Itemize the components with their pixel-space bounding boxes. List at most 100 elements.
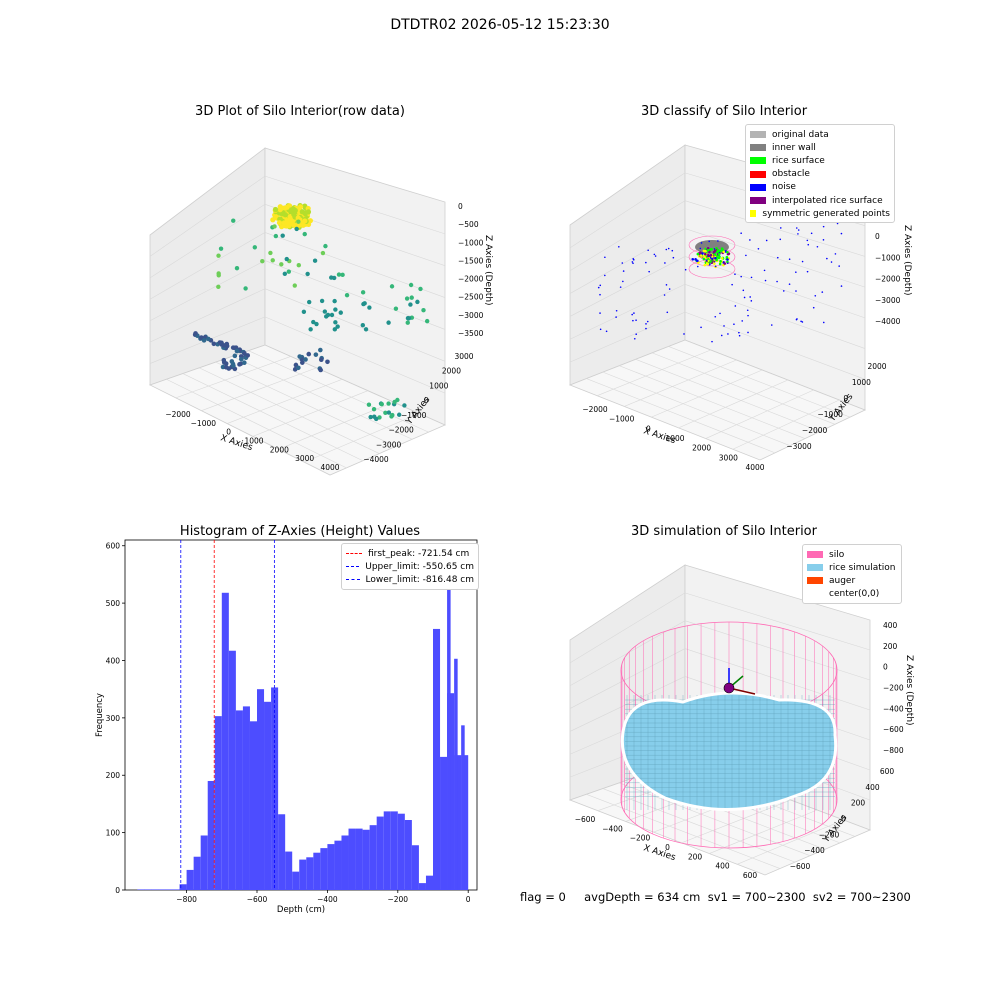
panel2-noise-point: [654, 255, 657, 257]
panel1-point: [297, 354, 302, 359]
panel2-noise-point: [664, 262, 666, 264]
panel2-noise-point: [665, 248, 668, 251]
panel2-y-tick-1: −2000: [802, 426, 828, 435]
panel1-point: [360, 290, 366, 295]
panel2-noise-point: [782, 290, 785, 292]
panel2-noise-point: [764, 279, 767, 282]
panel2-noise-point: [723, 325, 725, 327]
panel2-axes-box: [568, 144, 867, 461]
panel1-point: [332, 298, 337, 304]
panel2-legend-item: rice surface: [750, 154, 890, 167]
panel2-noise-point: [717, 240, 719, 242]
panel2-point: [719, 260, 722, 263]
panel1-point: [338, 310, 343, 315]
histogram-bar: [440, 756, 448, 890]
panel1-point: [291, 222, 297, 228]
panel1-point: [237, 362, 242, 367]
panel1-y-tick-7: 3000: [454, 352, 473, 361]
panel1-point: [281, 220, 287, 226]
panel2-point: [703, 252, 707, 256]
panel2-noise-point: [743, 296, 746, 299]
panel2-legend-item: interpolated rice surface: [750, 194, 890, 207]
panel1-point: [396, 412, 402, 417]
panel1-point: [395, 397, 400, 403]
panel2-noise-point: [763, 269, 766, 272]
panel2-noise-point: [742, 289, 745, 292]
panel1-point: [421, 307, 426, 313]
panel3-y-tick-label: 200: [106, 771, 121, 780]
panel2-noise-point: [599, 328, 602, 331]
panel1-zlabel: Z Axies (Depth): [483, 235, 493, 306]
panel2-point: [725, 255, 729, 259]
panel2-noise-point: [648, 270, 650, 273]
panel1-y-tick-4: 0: [424, 396, 429, 405]
panel1-point: [333, 307, 338, 312]
legend-swatch: [750, 210, 757, 218]
histogram-bar: [461, 725, 465, 890]
panel2-noise-point: [683, 333, 685, 335]
panel2-point: [705, 262, 709, 265]
panel2-noise-point: [747, 314, 749, 317]
panel2-noise-point: [807, 243, 810, 246]
panel1-point: [243, 286, 248, 291]
panel2-noise-point: [834, 253, 837, 255]
panel1-point: [295, 215, 301, 221]
panel1-point: [325, 312, 331, 318]
panel2-noise-point: [700, 242, 703, 244]
panel2-legend-item: symmetric generated points: [750, 207, 890, 220]
panel2-noise-point: [635, 319, 637, 321]
panel2-noise-point: [840, 232, 843, 235]
panel2-point: [714, 253, 717, 256]
status-footer: flag = 0 avgDepth = 634 cm sv1 = 700~230…: [520, 890, 911, 904]
histogram-bar: [390, 811, 398, 890]
panel1-point: [340, 272, 345, 278]
panel1-point: [386, 401, 391, 406]
panel1-z-tick-7: −3500: [458, 329, 484, 338]
panel1-point: [296, 219, 301, 224]
panel2-noise-point: [797, 233, 799, 235]
panel2-noise-point: [806, 239, 809, 242]
panel2-x-tick-4: 2000: [692, 444, 711, 453]
panel2-noise-point: [632, 319, 634, 322]
panel1-point: [313, 352, 319, 357]
panel1-point: [239, 356, 244, 362]
panel2-noise-point: [645, 327, 647, 330]
panel2-noise-point: [711, 340, 713, 343]
panel1-point: [305, 271, 310, 277]
panel1-point: [218, 246, 224, 251]
panel1-point: [279, 224, 285, 230]
panel2-x-tick-6: 4000: [745, 463, 764, 472]
panel1-point: [415, 299, 420, 305]
panel2-point: [709, 253, 713, 257]
panel2-noise-point: [814, 294, 817, 297]
panel1-point: [286, 269, 292, 274]
panel4-x-tick-0: −600: [575, 815, 596, 824]
panel2-noise-point: [830, 261, 833, 263]
legend-swatch: [750, 144, 766, 152]
panel1-point: [232, 353, 238, 359]
panel4-y-tick-2: −200: [819, 830, 840, 839]
panel2-legend-item: noise: [750, 181, 890, 194]
panel1-point: [206, 336, 211, 342]
panel1-x-tick-4: 2000: [270, 445, 289, 454]
legend-line-swatch: [346, 553, 362, 555]
rice-mesh-clip-edge: [620, 691, 838, 811]
panel2-noise-point: [667, 247, 670, 250]
panel4-legend-item: auger: [807, 574, 897, 587]
panel3-x-tick-label: −600: [247, 895, 268, 904]
panel2-noise-point: [734, 305, 737, 307]
panel1-point: [280, 233, 285, 238]
panel1-point: [292, 283, 297, 288]
panel2-noise-point: [663, 294, 666, 296]
histogram-bar: [285, 851, 293, 890]
panel1-point: [408, 302, 413, 307]
panel3-legend-item: first_peak: -721.54 cm: [346, 547, 474, 560]
panel1-point: [242, 351, 247, 356]
panel1-point: [409, 295, 414, 300]
histogram-bar: [271, 687, 279, 890]
histogram-bar: [228, 650, 236, 890]
panel4-z-tick-0: 400: [883, 621, 898, 630]
panel2-noise-point: [605, 330, 608, 333]
histogram-bar: [207, 780, 215, 890]
panel2-noise-point: [788, 283, 791, 285]
